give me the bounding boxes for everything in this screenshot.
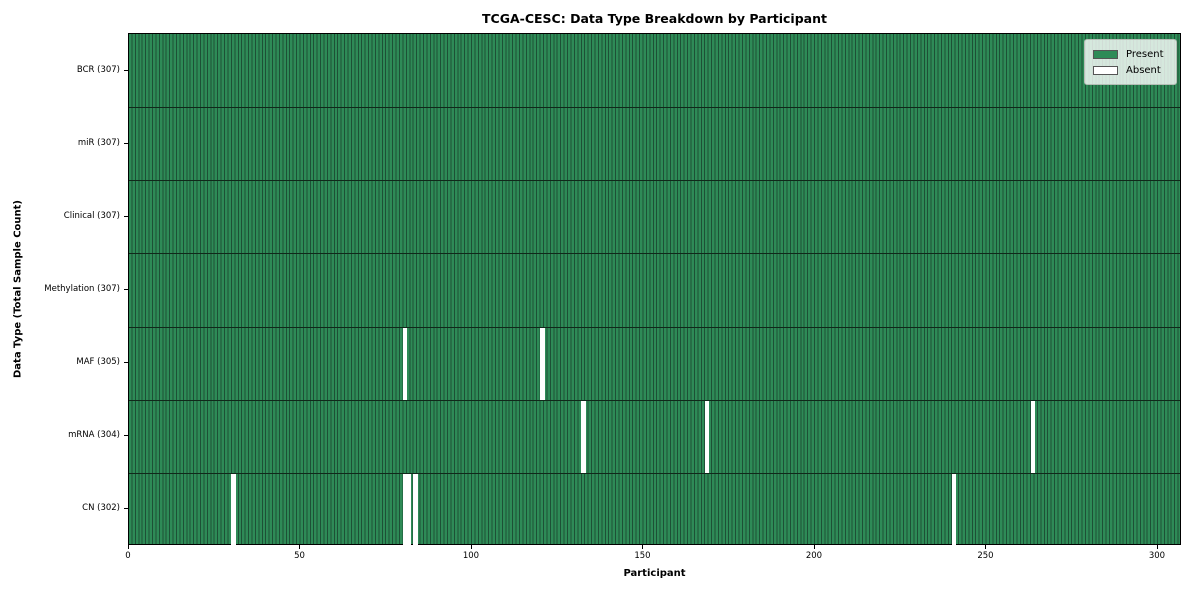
xtick-label-250: 250 [977, 551, 994, 561]
absent-cell-mRNA-168 [704, 399, 710, 473]
x-axis-label: Participant [623, 568, 686, 579]
absent-cell-mRNA-263 [1030, 399, 1035, 473]
xtick-label-150: 150 [634, 551, 651, 561]
xtick-mark [813, 545, 815, 549]
row-separator [129, 399, 1180, 401]
row-separator [129, 472, 1180, 474]
xtick-label-50: 50 [294, 551, 305, 561]
xtick-mark [642, 545, 644, 549]
absent-cell-CN-80 [402, 472, 408, 546]
absent-cell-CN-30 [231, 472, 236, 546]
absent-cell-MAF-120 [540, 326, 545, 400]
xtick-mark [470, 545, 472, 549]
xtick-label-300: 300 [1148, 551, 1166, 561]
row-separator [129, 326, 1180, 328]
legend: Present Absent [1084, 39, 1177, 85]
ytick-label-BCR: BCR (307) [76, 64, 120, 75]
plot-area [128, 33, 1181, 546]
ytick-label-CN: CN (302) [82, 503, 120, 514]
absent-cell-CN-81 [406, 472, 411, 546]
xtick-mark [985, 545, 987, 549]
xtick-mark [1156, 545, 1158, 549]
xtick-mark [128, 545, 129, 549]
xtick-mark [299, 545, 301, 549]
legend-label: Absent [1126, 64, 1161, 76]
ytick-mark [124, 289, 128, 290]
xtick-label-200: 200 [805, 551, 823, 561]
ytick-label-Clinical: Clinical (307) [63, 210, 120, 221]
xtick-label-100: 100 [462, 551, 480, 561]
row-separator [129, 253, 1180, 255]
ytick-mark [124, 508, 128, 510]
legend-swatch-present [1093, 49, 1118, 59]
ytick-mark [124, 362, 128, 364]
row-separator [129, 180, 1180, 182]
legend-label: Present [1126, 48, 1164, 60]
absent-cell-CN-83 [413, 472, 418, 546]
y-axis-label: Data Type (Total Sample Count) [12, 199, 24, 379]
absent-cell-MAF-80 [402, 326, 408, 400]
absent-cell-CN-240 [951, 472, 957, 546]
ytick-mark [124, 142, 128, 144]
ytick-label-mRNA: mRNA (304) [68, 430, 120, 441]
ytick-mark [124, 435, 128, 437]
chart-title: TCGA-CESC: Data Type Breakdown by Partic… [482, 11, 827, 26]
ytick-label-miR: miR (307) [77, 137, 120, 148]
absent-cell-mRNA-132 [581, 399, 586, 473]
row-separator [129, 107, 1180, 109]
ytick-mark [124, 215, 128, 217]
ytick-label-MAF: MAF (305) [76, 357, 120, 368]
legend-item-absent: Absent [1093, 62, 1168, 78]
ytick-mark [124, 69, 128, 71]
ytick-label-Methylation: Methylation (307) [44, 284, 120, 294]
xtick-label-0: 0 [125, 551, 131, 561]
legend-item-present: Present [1093, 46, 1168, 62]
legend-swatch-absent [1093, 65, 1118, 75]
